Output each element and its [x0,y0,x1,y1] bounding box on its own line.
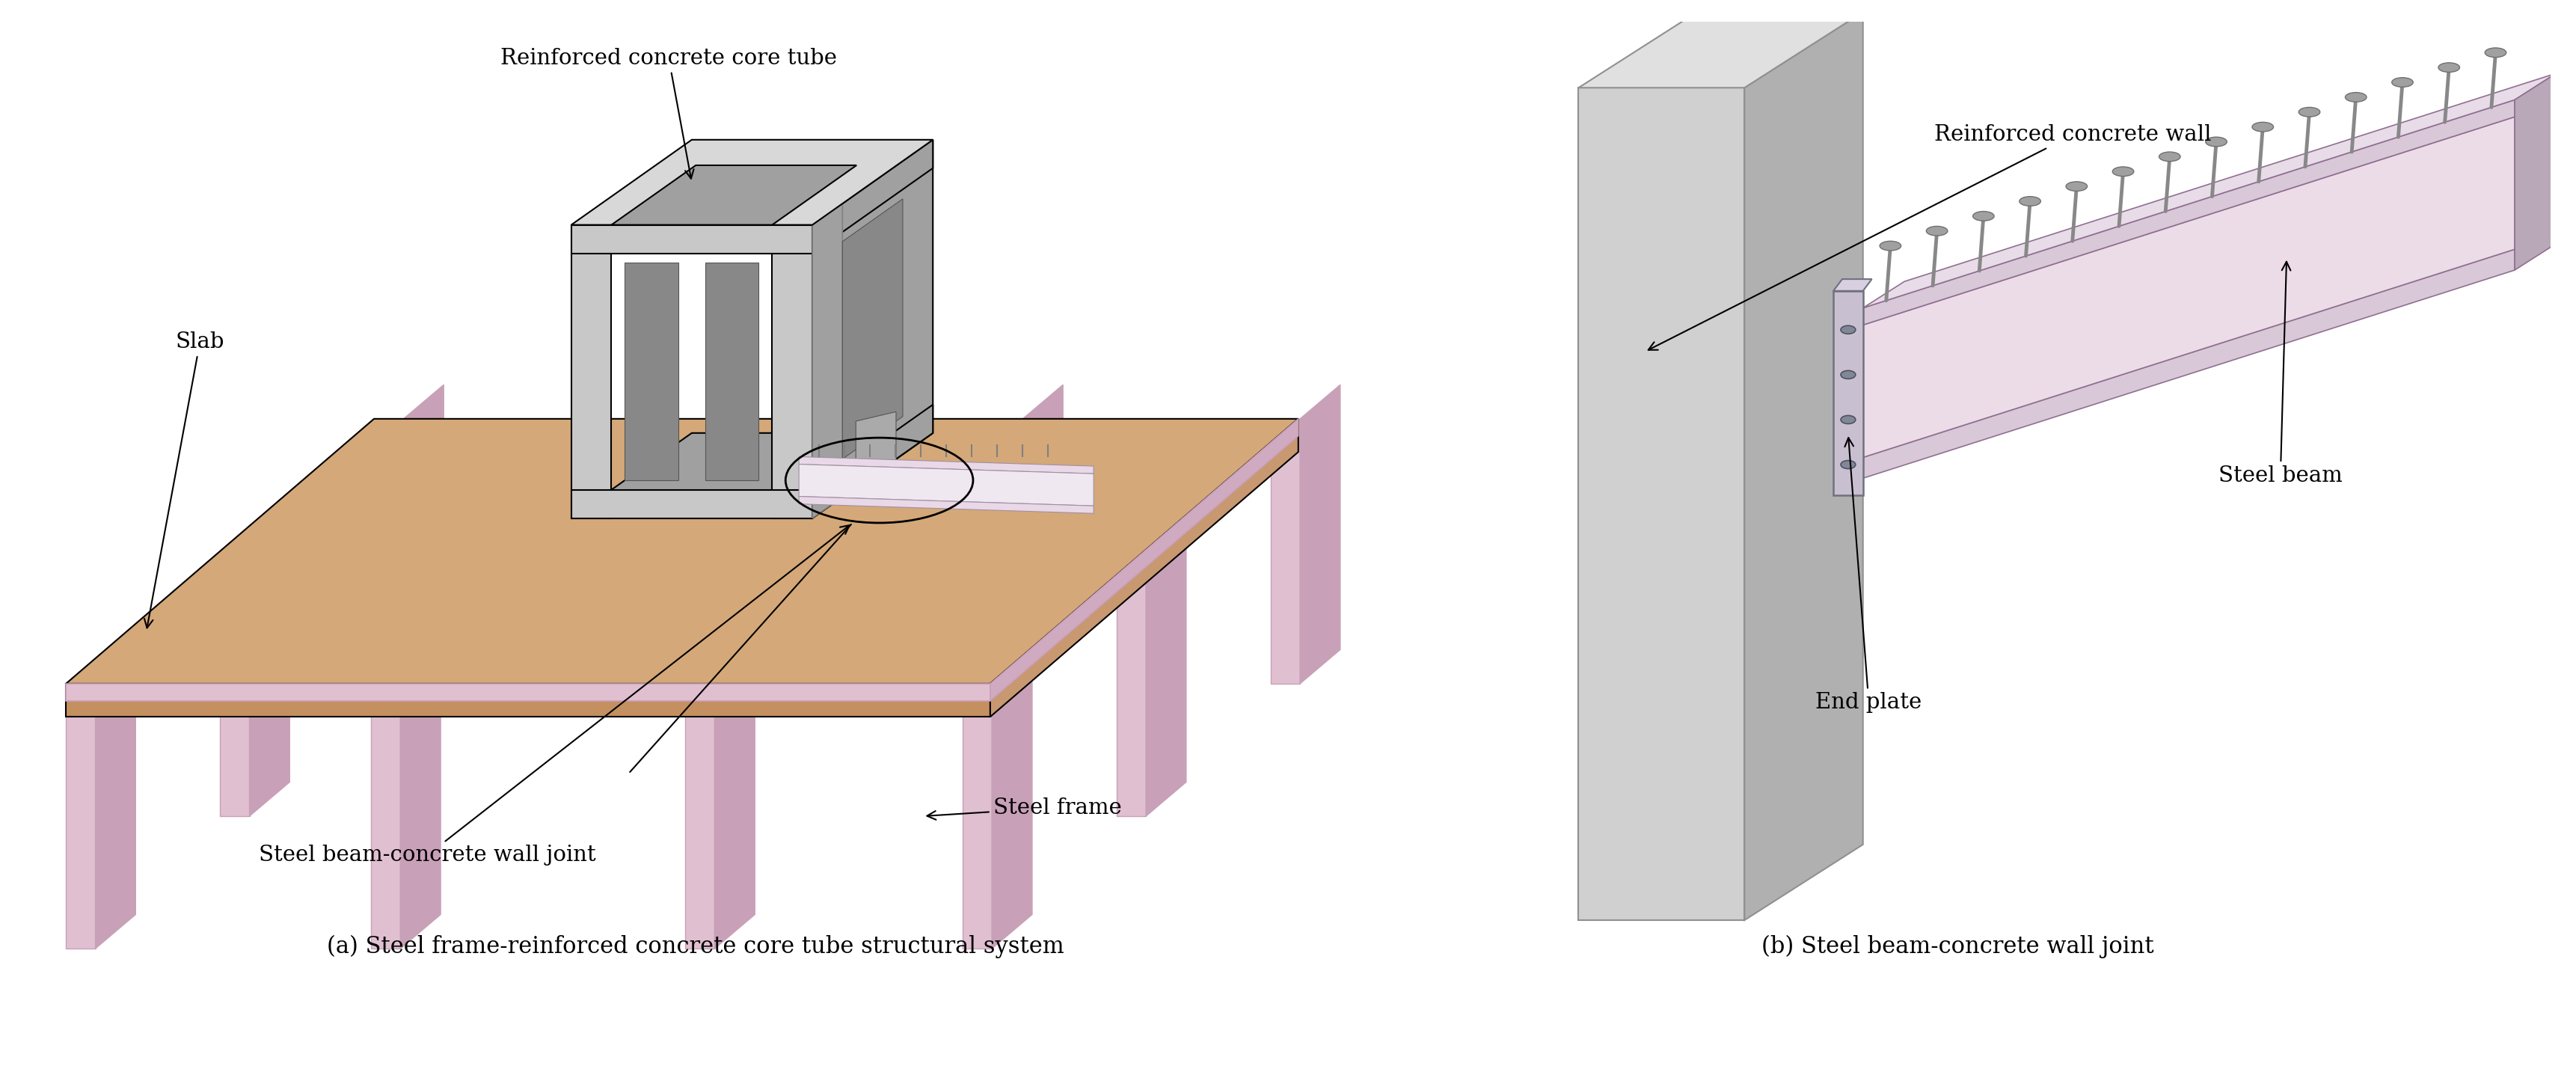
Ellipse shape [2205,137,2226,146]
Ellipse shape [2486,48,2506,57]
Polygon shape [67,684,95,948]
Ellipse shape [1927,226,1947,235]
Polygon shape [680,419,708,684]
Polygon shape [855,412,896,487]
Polygon shape [1301,385,1340,684]
Polygon shape [67,419,1298,684]
Text: Slab: Slab [144,332,224,628]
Polygon shape [572,225,811,254]
Text: (a) Steel frame-reinforced concrete core tube structural system: (a) Steel frame-reinforced concrete core… [327,934,1064,958]
Polygon shape [994,419,1023,684]
Ellipse shape [1842,371,1855,378]
Polygon shape [799,457,1095,474]
Ellipse shape [2344,92,2367,102]
Polygon shape [992,649,1033,948]
Polygon shape [250,517,289,816]
Ellipse shape [1973,212,1994,220]
Polygon shape [989,419,1298,701]
Polygon shape [2514,73,2555,270]
Polygon shape [706,262,760,481]
Ellipse shape [2391,77,2414,87]
Text: Steel beam-concrete wall joint: Steel beam-concrete wall joint [260,526,850,865]
Polygon shape [611,166,858,225]
Polygon shape [1744,12,1862,920]
Polygon shape [1862,100,2514,325]
Polygon shape [95,649,137,948]
Polygon shape [374,419,404,684]
Ellipse shape [1842,460,1855,469]
Polygon shape [572,433,933,518]
Polygon shape [799,464,1095,506]
Text: Steel frame: Steel frame [927,798,1121,820]
Polygon shape [374,419,1298,435]
Ellipse shape [2112,167,2133,176]
Polygon shape [572,225,611,518]
Polygon shape [371,684,399,948]
Polygon shape [626,262,677,481]
Polygon shape [963,684,992,948]
Polygon shape [371,419,680,701]
Ellipse shape [1842,416,1855,424]
Ellipse shape [1880,241,1901,250]
Polygon shape [811,404,933,518]
Polygon shape [1115,551,1146,816]
Ellipse shape [2066,182,2087,191]
Text: (b) Steel beam-concrete wall joint: (b) Steel beam-concrete wall joint [1762,934,2154,958]
Text: Reinforced concrete wall: Reinforced concrete wall [1649,125,2210,350]
Polygon shape [685,419,994,701]
Polygon shape [842,199,902,459]
Ellipse shape [2439,62,2460,72]
Polygon shape [572,490,811,518]
Polygon shape [572,140,933,225]
Polygon shape [811,203,842,518]
Ellipse shape [2298,108,2321,117]
Polygon shape [1146,517,1185,816]
Ellipse shape [2159,152,2179,161]
Polygon shape [714,649,755,948]
Polygon shape [1579,88,1744,920]
Polygon shape [399,649,440,948]
Text: Reinforced concrete core tube: Reinforced concrete core tube [500,48,837,178]
Polygon shape [1270,419,1301,684]
Polygon shape [685,684,714,948]
Polygon shape [1862,249,2514,478]
Ellipse shape [2020,197,2040,206]
Polygon shape [67,684,989,717]
Polygon shape [799,497,1095,514]
Polygon shape [773,225,811,518]
Polygon shape [1862,117,2514,458]
Ellipse shape [1842,326,1855,334]
Text: End plate: End plate [1816,438,1922,713]
Polygon shape [708,385,750,684]
Polygon shape [67,684,989,701]
Polygon shape [404,385,443,684]
Polygon shape [1834,291,1862,496]
Text: Steel beam: Steel beam [2218,261,2342,486]
Polygon shape [219,551,250,816]
Polygon shape [1834,280,1873,291]
Polygon shape [989,419,1298,717]
Polygon shape [1862,73,2555,307]
Polygon shape [67,419,374,701]
Polygon shape [811,140,933,518]
Polygon shape [1579,12,1862,88]
Polygon shape [811,140,933,254]
Ellipse shape [2251,123,2275,131]
Polygon shape [1023,385,1064,684]
